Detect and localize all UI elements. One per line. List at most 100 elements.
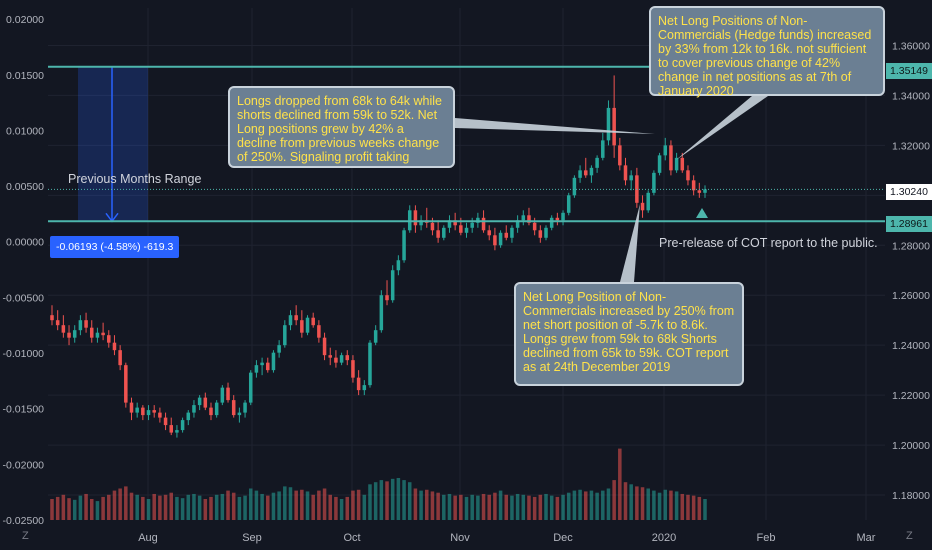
price-tag-support: 1.28961 xyxy=(886,216,932,232)
x-axis-tick: 2020 xyxy=(652,532,676,544)
volume-bar xyxy=(453,495,457,520)
volume-bar xyxy=(589,490,594,520)
corner-left-icon[interactable]: Z xyxy=(22,530,29,542)
volume-bar xyxy=(146,499,151,520)
candle-body xyxy=(544,227,548,238)
volume-bar xyxy=(606,488,611,520)
candle-body xyxy=(561,212,565,221)
candle-body xyxy=(288,315,293,326)
candle-body xyxy=(50,315,54,321)
volume-bar xyxy=(635,486,639,520)
candle-body xyxy=(629,175,633,181)
candle-body xyxy=(379,295,384,331)
volume-bar xyxy=(390,478,395,520)
volume-bar xyxy=(362,494,367,520)
x-axis-tick: Aug xyxy=(138,532,158,544)
volume-bar xyxy=(652,490,656,520)
candle-body xyxy=(254,365,259,373)
candle-body xyxy=(493,235,497,246)
right-axis-tick: 1.34000 xyxy=(892,90,930,102)
volume-bar xyxy=(175,496,179,520)
volume-bar xyxy=(107,494,111,520)
candle-body xyxy=(248,372,253,403)
corner-right-icon[interactable]: Z xyxy=(906,530,913,542)
volume-bar xyxy=(493,492,497,520)
volume-bar xyxy=(158,495,162,520)
right-axis-tick: 1.32000 xyxy=(892,140,930,152)
candle-body xyxy=(453,220,457,226)
volume-bar xyxy=(271,492,276,520)
volume-bar xyxy=(686,494,690,520)
candle-body xyxy=(163,417,168,426)
candle-body xyxy=(322,337,327,356)
candle-body xyxy=(243,402,247,413)
volume-bar xyxy=(192,493,196,520)
volume-bar xyxy=(566,492,571,520)
candle-body xyxy=(583,170,588,176)
volume-bar xyxy=(266,495,270,520)
volume-bar xyxy=(674,491,679,520)
measure-readout: -0.06193 (-4.58%) -619.3 xyxy=(50,236,180,258)
left-axis-tick: 0.01000 xyxy=(6,125,44,137)
candle-body xyxy=(78,320,83,331)
volume-bar xyxy=(345,496,350,520)
candle-body xyxy=(601,140,605,158)
right-axis-tick: 1.20000 xyxy=(892,440,930,452)
left-axis-tick: -0.01500 xyxy=(3,404,45,416)
candle-body xyxy=(674,157,679,171)
candle-body xyxy=(334,357,338,363)
candle-body xyxy=(640,202,645,211)
volume-bar xyxy=(583,491,588,520)
leader-december xyxy=(620,204,640,282)
candle-body xyxy=(572,177,577,196)
left-axis-tick: 0.01500 xyxy=(6,70,44,82)
candle-body xyxy=(260,362,264,366)
candle-body xyxy=(538,230,543,238)
volume-bar xyxy=(237,496,242,520)
volume-bar xyxy=(442,494,446,520)
volume-bar xyxy=(351,490,355,520)
volume-bar xyxy=(339,499,344,520)
volume-bar xyxy=(243,495,247,520)
price-tag-current: 1.30240 xyxy=(886,184,932,200)
volume-bar xyxy=(629,484,633,520)
candle-body xyxy=(101,332,105,336)
volume-bar xyxy=(521,494,526,520)
candle-body xyxy=(515,220,520,228)
candle-body xyxy=(652,172,656,193)
volume-bar xyxy=(595,492,599,520)
candle-body xyxy=(442,227,446,238)
candle-body xyxy=(464,227,469,233)
candle-body xyxy=(112,342,117,351)
candle-body xyxy=(459,225,463,233)
candle-body xyxy=(311,317,315,326)
x-axis-tick: Oct xyxy=(343,532,360,544)
candle-body xyxy=(266,362,270,371)
candle-body xyxy=(339,355,344,363)
volume-bar xyxy=(141,496,145,520)
volume-bar xyxy=(209,496,213,520)
price-tag-resistance: 1.35149 xyxy=(886,63,932,79)
volume-bar xyxy=(464,496,469,520)
volume-bar xyxy=(680,493,685,520)
previous-months-range-box xyxy=(78,66,148,223)
candle-body xyxy=(271,352,276,371)
candle-body xyxy=(203,397,208,408)
volume-bar xyxy=(549,495,554,520)
volume-bar xyxy=(413,488,418,520)
volume-bar xyxy=(214,494,219,520)
candle-body xyxy=(186,412,191,421)
candle-body xyxy=(283,325,287,346)
candle-body xyxy=(169,425,174,433)
volume-bar xyxy=(254,490,259,520)
candle-body xyxy=(436,230,440,238)
volume-bar xyxy=(72,499,77,520)
volume-bar xyxy=(555,496,560,520)
candlesticks xyxy=(50,75,707,438)
volume-bar xyxy=(544,493,548,520)
left-axis-tick: -0.02500 xyxy=(3,515,45,527)
volume-bar xyxy=(197,495,202,520)
candle-body xyxy=(566,195,571,213)
volume-bar xyxy=(124,486,128,520)
